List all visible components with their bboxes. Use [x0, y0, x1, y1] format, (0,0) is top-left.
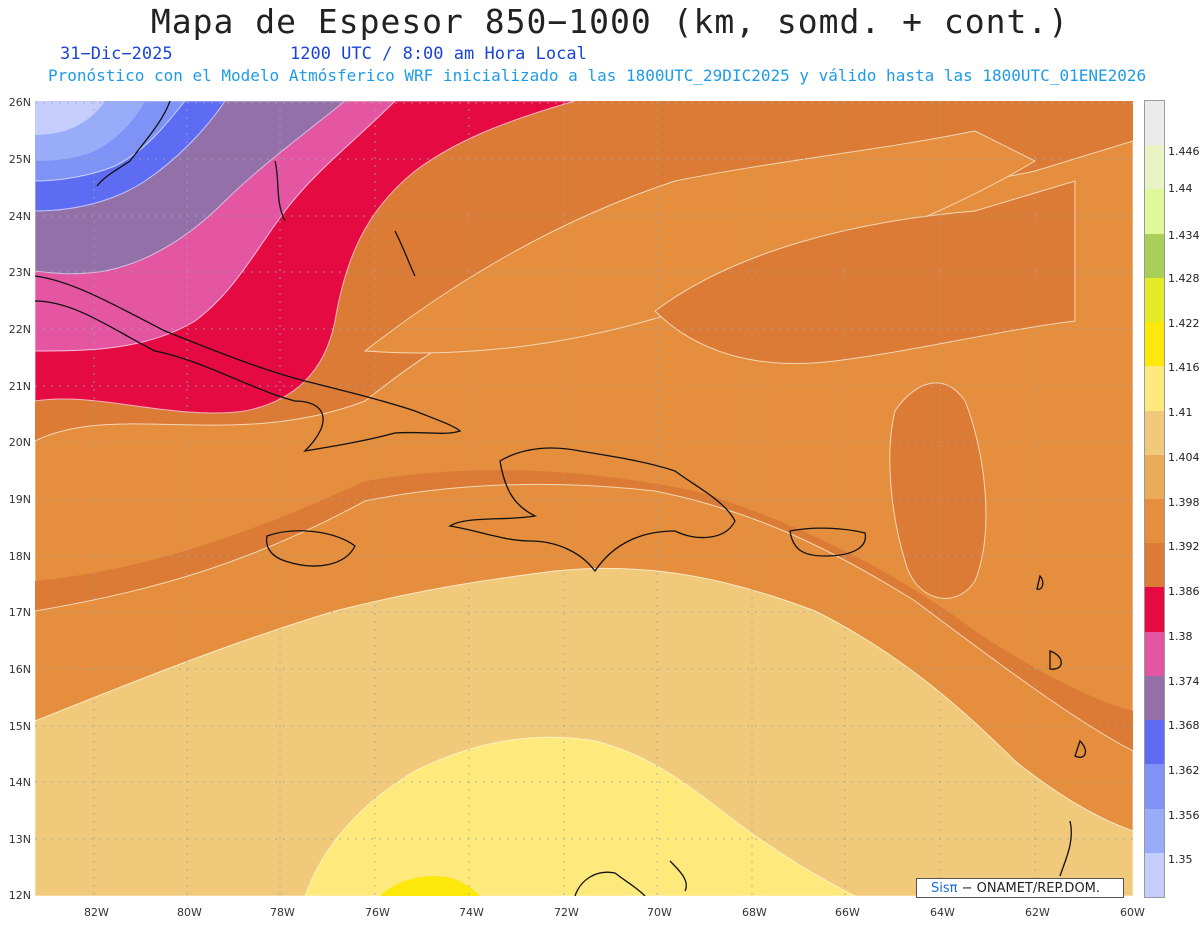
colorbar-swatch	[1145, 675, 1164, 721]
map-title: Mapa de Espesor 850−1000 (km, somd. + co…	[150, 2, 1070, 41]
lon-label: 80W	[177, 906, 202, 919]
colorbar-label: 1.392	[1168, 540, 1200, 553]
lon-label: 68W	[742, 906, 767, 919]
colorbar-swatch	[1145, 366, 1164, 411]
lat-label: 23N	[8, 266, 31, 279]
lat-label: 15N	[8, 720, 31, 733]
lat-label: 25N	[8, 153, 31, 166]
colorbar-label: 1.38	[1168, 630, 1193, 643]
lon-label: 72W	[554, 906, 579, 919]
colorbar	[1144, 100, 1165, 898]
lat-label: 16N	[8, 663, 31, 676]
thickness-contours	[35, 101, 1133, 896]
lon-label: 62W	[1025, 906, 1050, 919]
colorbar-label: 1.35	[1168, 853, 1193, 866]
colorbar-swatch	[1145, 410, 1164, 455]
lat-label: 12N	[8, 889, 31, 902]
colorbar-label: 1.416	[1168, 361, 1200, 374]
lon-label: 66W	[835, 906, 860, 919]
colorbar-swatch	[1145, 587, 1164, 632]
colorbar-swatch	[1145, 543, 1164, 588]
colorbar-swatch	[1145, 764, 1164, 809]
credit-brand: Sisπ	[931, 881, 958, 896]
lon-label: 60W	[1120, 906, 1145, 919]
colorbar-swatch	[1145, 720, 1164, 765]
colorbar-label: 1.428	[1168, 272, 1200, 285]
lat-label: 17N	[8, 606, 31, 619]
colorbar-swatch	[1145, 145, 1164, 190]
thickness-map	[35, 101, 1133, 896]
lon-label: 82W	[84, 906, 109, 919]
colorbar-label: 1.374	[1168, 675, 1200, 688]
lat-label: 19N	[8, 493, 31, 506]
colorbar-swatch	[1145, 322, 1164, 367]
lon-label: 76W	[365, 906, 390, 919]
colorbar-swatch	[1145, 631, 1164, 676]
lon-label: 74W	[459, 906, 484, 919]
colorbar-swatch	[1145, 189, 1164, 234]
credit-box: Sisπ − ONAMET/REP.DOM.	[916, 878, 1124, 898]
lat-label: 24N	[8, 210, 31, 223]
colorbar-label: 1.44	[1168, 182, 1193, 195]
lat-label: 14N	[8, 776, 31, 789]
lat-label: 21N	[8, 380, 31, 393]
colorbar-label: 1.41	[1168, 406, 1193, 419]
colorbar-label: 1.404	[1168, 451, 1200, 464]
colorbar-swatch	[1145, 808, 1164, 853]
colorbar-label: 1.434	[1168, 229, 1200, 242]
lat-label: 13N	[8, 833, 31, 846]
colorbar-label: 1.362	[1168, 764, 1200, 777]
colorbar-swatch	[1145, 498, 1164, 544]
colorbar-label: 1.356	[1168, 809, 1200, 822]
credit-text: − ONAMET/REP.DOM.	[961, 881, 1101, 896]
forecast-date: 31−Dic−2025	[60, 44, 173, 64]
colorbar-swatch	[1145, 233, 1164, 278]
colorbar-swatch	[1145, 277, 1164, 323]
forecast-time: 1200 UTC / 8:00 am Hora Local	[290, 44, 587, 64]
lat-label: 26N	[8, 96, 31, 109]
colorbar-label: 1.422	[1168, 317, 1200, 330]
colorbar-label: 1.398	[1168, 496, 1200, 509]
lat-label: 20N	[8, 436, 31, 449]
lon-label: 78W	[270, 906, 295, 919]
colorbar-swatch	[1145, 454, 1164, 499]
lat-label: 22N	[8, 323, 31, 336]
colorbar-label: 1.368	[1168, 719, 1200, 732]
lat-label: 18N	[8, 550, 31, 563]
colorbar-swatch	[1145, 852, 1164, 897]
colorbar-label: 1.386	[1168, 585, 1200, 598]
colorbar-label: 1.446	[1168, 145, 1200, 158]
lon-label: 70W	[647, 906, 672, 919]
colorbar-swatch	[1145, 101, 1164, 146]
forecast-subtitle: Pronóstico con el Modelo Atmósferico WRF…	[48, 66, 1147, 85]
lon-label: 64W	[930, 906, 955, 919]
